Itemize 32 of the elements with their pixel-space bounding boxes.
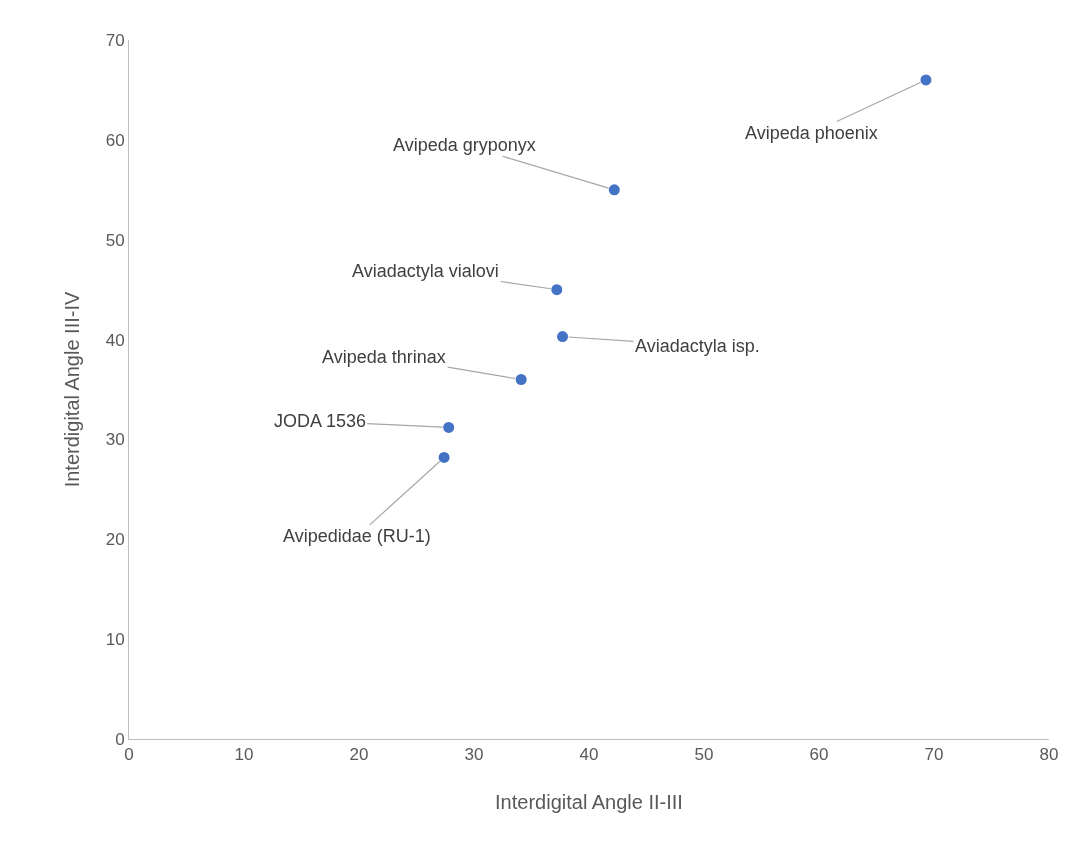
x-tick-label: 70: [924, 745, 944, 765]
y-tick-label: 50: [105, 230, 125, 250]
annotation: JODA 1536: [274, 411, 367, 431]
y-tick-label: 10: [105, 630, 125, 650]
point: [608, 184, 620, 196]
y-tick-label: 60: [105, 130, 125, 150]
x-tick-label: 80: [1039, 745, 1059, 765]
x-tick-label: 60: [809, 745, 829, 765]
annotation: Avipeda phoenix: [745, 123, 878, 143]
y-tick-label: 20: [105, 530, 125, 550]
point: [557, 331, 569, 343]
y-tick-label: 40: [105, 330, 125, 350]
y-tick-label: 30: [105, 430, 125, 450]
x-tick-label: 10: [234, 745, 254, 765]
annotation: Avipedidae (RU-1): [283, 526, 431, 546]
annotation: Aviadactyla vialovi: [352, 261, 499, 281]
x-axis-title: Interdigital Angle II-III: [495, 791, 683, 813]
annotation: Avipeda thrinax: [322, 347, 446, 367]
y-tick-label: 0: [115, 729, 125, 749]
point: [515, 374, 527, 386]
point: [438, 451, 450, 463]
x-tick-label: 50: [694, 745, 714, 765]
x-tick-label: 20: [349, 745, 369, 765]
point: [551, 284, 563, 296]
point: [920, 74, 932, 86]
annotation: Avipeda gryponyx: [393, 135, 536, 155]
x-tick-label: 30: [464, 745, 484, 765]
y-axis-title: Interdigital Angle III-IV: [61, 291, 83, 488]
x-tick-label: 40: [579, 745, 599, 765]
y-tick-label: 70: [105, 30, 125, 50]
annotation: Aviadactyla isp.: [635, 336, 760, 356]
point: [443, 421, 455, 433]
